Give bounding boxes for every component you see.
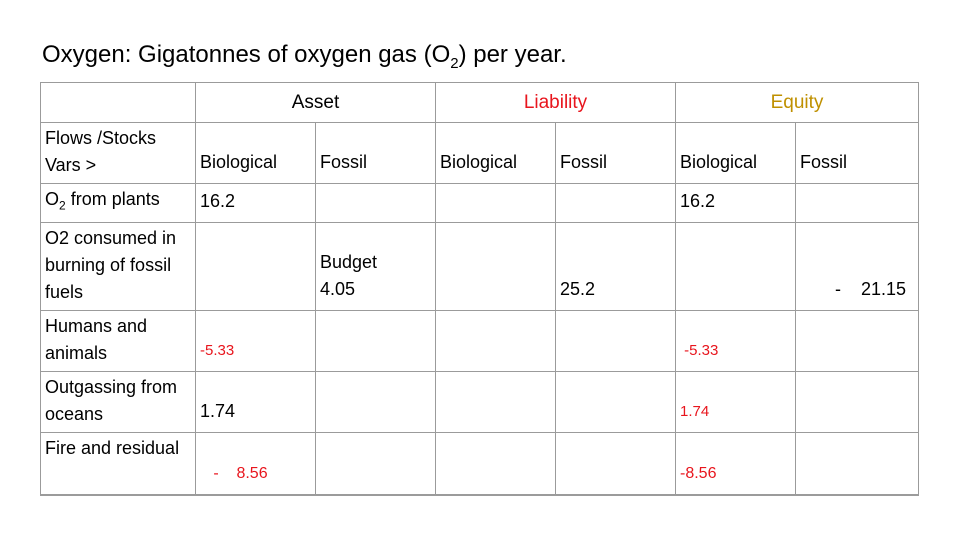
- cell-liability-fossil: [555, 183, 676, 223]
- cell-equity-fossil: [795, 183, 919, 223]
- row-label-outgassing-oceans: Outgassing from oceans: [40, 371, 196, 433]
- cell-equity-biological: 16.2: [675, 183, 796, 223]
- table-row: Outgassing from oceans 1.74 1.74: [40, 371, 919, 433]
- row-label-o2-from-plants: O2 from plants: [40, 183, 196, 223]
- col-header-liability-biological: Biological: [435, 122, 556, 184]
- cell-liability-fossil: [555, 432, 676, 495]
- cell-asset-fossil: [315, 183, 436, 223]
- row-label-o2-consumed: O2 consumed in burning of fossil fuels: [40, 222, 196, 311]
- cell-equity-fossil: [795, 310, 919, 372]
- table-row: Fire and residual - 8.56 -8.56: [40, 432, 919, 495]
- cell-asset-biological: [195, 222, 316, 311]
- row-label-fire-residual: Fire and residual: [40, 432, 196, 495]
- cell-equity-fossil: - 21.15: [795, 222, 919, 311]
- cell-asset-biological: 1.74: [195, 371, 316, 433]
- group-header-asset: Asset: [195, 82, 436, 123]
- cell-liability-biological: [435, 310, 556, 372]
- cell-liability-biological: [435, 432, 556, 495]
- row-label-humans-animals: Humans and animals: [40, 310, 196, 372]
- corner-header: Flows /Stocks Vars >: [40, 122, 196, 184]
- cell-liability-biological: [435, 371, 556, 433]
- corner-empty: [40, 82, 196, 123]
- cell-liability-biological: [435, 222, 556, 311]
- cell-liability-fossil: 25.2: [555, 222, 676, 311]
- col-header-liability-fossil: Fossil: [555, 122, 676, 184]
- column-header-row: Flows /Stocks Vars > Biological Fossil B…: [40, 122, 919, 184]
- cell-liability-fossil: [555, 310, 676, 372]
- cell-asset-fossil: Budget 4.05: [315, 222, 436, 311]
- cell-liability-fossil: [555, 371, 676, 433]
- cell-equity-fossil: [795, 371, 919, 433]
- cell-asset-biological: -5.33: [195, 310, 316, 372]
- cell-asset-fossil: [315, 371, 436, 433]
- col-header-asset-biological: Biological: [195, 122, 316, 184]
- title-suffix: ) per year.: [458, 41, 567, 68]
- group-header-equity: Equity: [675, 82, 919, 123]
- table-row: O2 consumed in burning of fossil fuels B…: [40, 222, 919, 311]
- slide-title: Oxygen: Gigatonnes of oxygen gas (O2) pe…: [42, 40, 567, 72]
- cell-equity-biological: 1.74: [675, 371, 796, 433]
- cell-liability-biological: [435, 183, 556, 223]
- title-text: Oxygen: Gigatonnes of oxygen gas (O: [42, 41, 451, 68]
- cell-asset-fossil: [315, 432, 436, 495]
- cell-equity-biological: [675, 222, 796, 311]
- cell-equity-biological: -8.56: [675, 432, 796, 495]
- balance-table: Asset Liability Equity Flows /Stocks Var…: [40, 82, 919, 496]
- table-row: Humans and animals -5.33 -5.33: [40, 310, 919, 372]
- o2-subscript: 2: [59, 198, 66, 213]
- col-header-asset-fossil: Fossil: [315, 122, 436, 184]
- group-header-liability: Liability: [435, 82, 676, 123]
- table-row: O2 from plants 16.2 16.2: [40, 183, 919, 223]
- cell-asset-fossil: [315, 310, 436, 372]
- cell-asset-biological: 16.2: [195, 183, 316, 223]
- col-header-equity-biological: Biological: [675, 122, 796, 184]
- col-header-equity-fossil: Fossil: [795, 122, 919, 184]
- title-subscript: 2: [450, 54, 459, 72]
- cell-equity-biological: -5.33: [675, 310, 796, 372]
- cell-asset-biological: - 8.56: [195, 432, 316, 495]
- group-header-row: Asset Liability Equity: [40, 82, 919, 123]
- cell-equity-fossil: [795, 432, 919, 495]
